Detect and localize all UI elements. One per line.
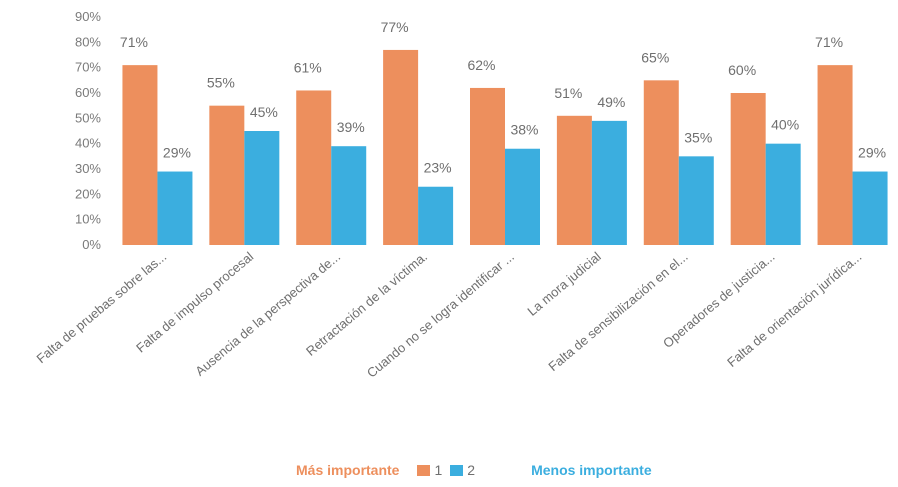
data-labels: 71% 29% 55% 45% 61% 39% 77% 23% 62% 38% 51% 49% 65% 3… — [120, 19, 886, 176]
bar-series-2 — [765, 143, 801, 245]
y-tick-label: 10% — [75, 212, 101, 227]
legend-label-2: 2 — [467, 462, 476, 478]
data-label: 60% — [728, 62, 756, 78]
data-label: 39% — [337, 119, 365, 135]
legend-label-1: 1 — [434, 462, 443, 478]
bar-series-1 — [470, 87, 505, 245]
data-label: 29% — [858, 145, 886, 161]
bar-series-1 — [817, 65, 853, 245]
y-tick-label: 70% — [75, 60, 101, 75]
data-label: 51% — [554, 85, 582, 101]
data-label: 62% — [467, 57, 495, 73]
data-label: 77% — [381, 19, 409, 35]
y-tick-label: 80% — [75, 34, 101, 49]
y-tick-label: 90% — [75, 9, 101, 24]
y-tick-label: 50% — [75, 110, 101, 125]
bar-series-1 — [122, 65, 158, 245]
x-axis: Falta de pruebas sobre las...Falta de im… — [34, 249, 865, 381]
data-label: 71% — [815, 34, 843, 50]
data-label: 38% — [510, 122, 538, 138]
bar-series-1 — [209, 105, 245, 246]
bar-series-1 — [383, 49, 419, 245]
category-label: Falta de sensibilización en el... — [545, 249, 690, 374]
data-label: 35% — [684, 129, 712, 145]
bar-series-2 — [505, 148, 540, 245]
bar-series-1 — [556, 115, 592, 245]
data-label: 61% — [294, 59, 322, 75]
y-tick-label: 60% — [75, 85, 101, 100]
legend: Más importante 1 2 Menos importante — [296, 459, 652, 481]
bar-series-1 — [643, 80, 679, 245]
y-tick-label: 20% — [75, 186, 101, 201]
category-label: La mora judicial — [524, 249, 603, 319]
legend-swatch-2 — [450, 464, 464, 476]
bar-series-1 — [730, 93, 766, 245]
data-label: 29% — [163, 145, 191, 161]
data-label: 45% — [250, 104, 278, 120]
data-label: 55% — [207, 75, 235, 91]
category-label: Cuando no se logra identificar ... — [364, 249, 517, 381]
bar-series-2 — [331, 146, 367, 245]
bar-series-2 — [852, 171, 888, 245]
y-tick-label: 30% — [75, 161, 101, 176]
legend-swatch-1 — [417, 464, 431, 476]
bar-series-2 — [244, 131, 280, 245]
bars — [122, 49, 888, 246]
data-label: 71% — [120, 34, 148, 50]
data-label: 40% — [771, 117, 799, 133]
y-axis: 0% 10% 20% 30% 40% 50% 60% 70% 80% 90% — [75, 9, 101, 252]
legend-left-text: Más importante — [296, 462, 400, 478]
bar-series-2 — [157, 171, 193, 245]
y-tick-label: 0% — [82, 237, 101, 252]
legend-right-text: Menos importante — [531, 462, 652, 478]
category-label: Ausencia de la perspectiva de... — [192, 249, 343, 379]
bar-series-2 — [591, 120, 627, 245]
bar-series-1 — [296, 90, 332, 245]
bar-series-2 — [418, 186, 454, 245]
data-label: 49% — [597, 94, 625, 110]
data-label: 65% — [641, 49, 669, 65]
y-tick-label: 40% — [75, 136, 101, 151]
bar-series-2 — [678, 156, 714, 245]
data-label: 23% — [424, 160, 452, 176]
